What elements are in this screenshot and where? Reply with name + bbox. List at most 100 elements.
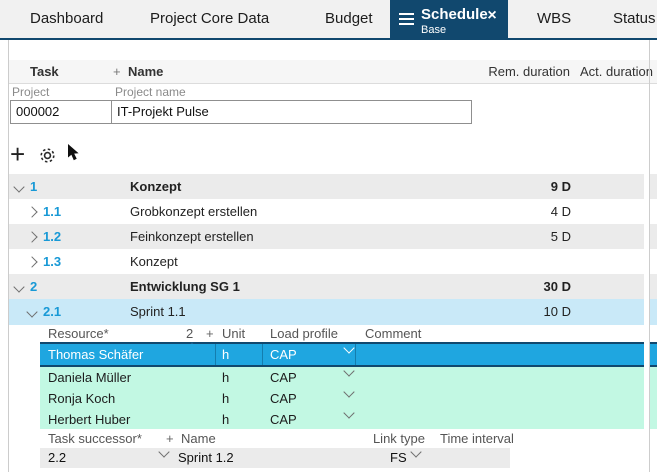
column-name: Name — [128, 64, 164, 79]
resource-unit[interactable]: h — [222, 370, 230, 385]
successor-table-header: Task successor* + Name Link type Time in… — [40, 429, 657, 448]
tab-schedule[interactable]: Schedule Base × — [390, 0, 508, 40]
resource-load-profile[interactable]: CAP — [270, 347, 297, 362]
task-number: 1.1 — [43, 204, 62, 219]
task-row[interactable]: 1.2 Feinkonzept erstellen 5 D — [9, 224, 657, 249]
add-column-icon[interactable]: + — [113, 64, 121, 79]
task-number: 2 — [30, 279, 38, 294]
task-rem-duration: 9 D — [550, 179, 571, 194]
column-link-type: Link type — [372, 431, 425, 446]
task-row-selected[interactable]: 2.1 Sprint 1.1 10 D — [9, 299, 657, 325]
tab-budget[interactable]: Budget — [325, 10, 373, 27]
task-name: Feinkonzept erstellen — [130, 229, 254, 244]
task-name: Konzept — [130, 254, 178, 269]
panel-left-border — [8, 40, 9, 472]
resource-row-selected[interactable]: Thomas Schäfer h CAP — [40, 342, 657, 367]
resource-name: Daniela Müller — [48, 370, 132, 385]
add-column-icon[interactable]: + — [166, 431, 174, 446]
chevron-right-icon[interactable] — [26, 206, 38, 218]
task-name: Konzept — [130, 179, 182, 194]
column-task: Task — [30, 64, 59, 79]
resource-row[interactable]: Ronja Koch h CAP — [40, 386, 657, 409]
column-splitter[interactable] — [644, 168, 649, 472]
task-row[interactable]: 2 Entwicklung SG 1 30 D — [9, 274, 657, 299]
tab-status[interactable]: Status — [613, 10, 656, 27]
resource-name: Herbert Huber — [48, 412, 131, 427]
project-name-value[interactable]: IT-Projekt Pulse — [117, 104, 209, 119]
task-rem-duration: 5 D — [550, 229, 571, 244]
resource-load-profile[interactable]: CAP — [270, 370, 297, 385]
successor-task[interactable]: 2.2 — [48, 450, 67, 465]
cell-divider — [355, 344, 356, 365]
column-comment: Comment — [365, 326, 422, 341]
tab-wbs[interactable]: WBS — [537, 10, 572, 27]
tab-schedule-sublabel: Base — [421, 24, 447, 36]
add-column-icon[interactable]: + — [206, 326, 214, 341]
task-rem-duration: 10 D — [543, 304, 571, 319]
successor-name: Sprint 1.2 — [178, 450, 234, 465]
resource-name: Ronja Koch — [48, 391, 116, 406]
resource-row[interactable]: Daniela Müller h CAP — [40, 365, 657, 388]
project-field[interactable]: 000002 IT-Projekt Pulse — [10, 100, 472, 124]
hamburger-menu-icon[interactable] — [399, 13, 414, 25]
task-rem-duration: 30 D — [543, 279, 571, 294]
resource-load-profile[interactable]: CAP — [270, 412, 297, 427]
close-icon[interactable]: × — [487, 7, 497, 24]
dropdown-chevron-icon[interactable] — [343, 342, 355, 354]
dropdown-chevron-icon[interactable] — [343, 407, 355, 419]
task-name: Entwicklung SG 1 — [130, 279, 240, 294]
task-number: 1.2 — [43, 229, 62, 244]
chevron-right-icon[interactable] — [26, 231, 38, 243]
task-rem-duration: 4 D — [550, 204, 571, 219]
task-number: 2.1 — [43, 304, 62, 319]
resource-row[interactable]: Herbert Huber h CAP — [40, 407, 657, 429]
chevron-down-icon[interactable] — [26, 306, 38, 318]
column-time-interval: Time interval — [440, 431, 514, 446]
chevron-down-icon[interactable] — [13, 181, 25, 193]
resource-unit[interactable]: h — [222, 412, 230, 427]
task-name: Grobkonzept erstellen — [130, 204, 258, 219]
project-id-label: Project — [12, 85, 50, 99]
column-rem-duration: Rem. duration — [488, 64, 570, 79]
cell-divider — [262, 344, 263, 365]
dropdown-chevron-icon[interactable] — [343, 365, 355, 377]
dropdown-chevron-icon[interactable] — [343, 386, 355, 398]
grid-column-header: Task + Name Rem. duration Act. duration — [9, 60, 657, 84]
project-id-value[interactable]: 000002 — [16, 104, 60, 119]
column-unit: Unit — [222, 326, 246, 341]
dropdown-chevron-icon[interactable] — [158, 446, 170, 458]
task-row[interactable]: 1.1 Grobkonzept erstellen 4 D — [9, 199, 657, 224]
task-name: Sprint 1.1 — [130, 304, 186, 319]
column-load-profile: Load profile — [270, 326, 338, 341]
column-resource: Resource* — [48, 326, 109, 341]
resource-unit[interactable]: h — [222, 347, 230, 362]
task-number: 1.3 — [43, 254, 62, 269]
resource-name: Thomas Schäfer — [48, 347, 144, 362]
successor-row[interactable]: 2.2 Sprint 1.2 FS — [40, 446, 510, 468]
tab-bar-underline — [0, 38, 657, 40]
gear-icon[interactable] — [38, 146, 57, 165]
chevron-down-icon[interactable] — [13, 281, 25, 293]
field-divider — [111, 101, 112, 123]
task-row[interactable]: 1.3 Konzept — [9, 249, 657, 274]
resource-unit[interactable]: h — [222, 391, 230, 406]
tab-project-core-data[interactable]: Project Core Data — [150, 10, 270, 27]
column-task-successor: Task successor* — [48, 431, 142, 446]
dropdown-chevron-icon[interactable] — [410, 446, 422, 458]
column-name: Name — [181, 431, 216, 446]
task-row[interactable]: 1 Konzept 9 D — [9, 174, 657, 199]
tab-bar — [0, 0, 657, 38]
cell-divider — [215, 344, 216, 365]
chevron-right-icon[interactable] — [26, 256, 38, 268]
panel-right-border — [649, 40, 650, 472]
pointer-cursor-icon[interactable] — [66, 144, 80, 163]
resource-load-profile[interactable]: CAP — [270, 391, 297, 406]
column-act-duration: Act. duration — [580, 64, 653, 79]
task-number: 1 — [30, 179, 38, 194]
successor-link-type[interactable]: FS — [390, 450, 407, 465]
tab-schedule-label: Schedule — [421, 6, 488, 23]
add-task-button[interactable]: + — [10, 139, 26, 169]
resource-table-header: Resource* 2 + Unit Load profile Comment — [40, 325, 657, 348]
tab-dashboard[interactable]: Dashboard — [30, 10, 104, 27]
